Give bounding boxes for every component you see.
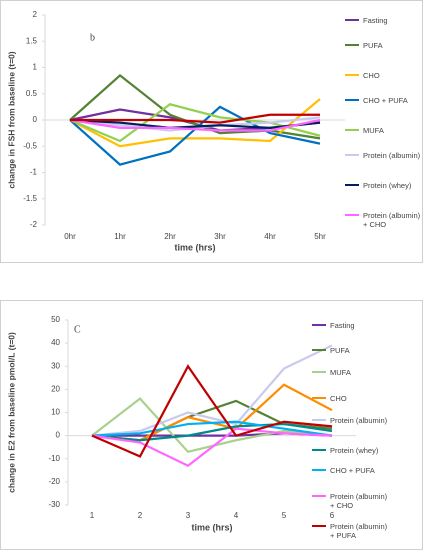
legend-label: CHO bbox=[363, 70, 380, 80]
legend-swatch bbox=[312, 495, 326, 497]
series-line bbox=[69, 103, 321, 143]
y-tick-label: -2 bbox=[30, 220, 38, 229]
series-line bbox=[69, 118, 321, 129]
legend-label: Fasting bbox=[363, 15, 388, 25]
legend-swatch bbox=[312, 397, 326, 399]
legend-swatch bbox=[312, 525, 326, 527]
y-tick-label: 10 bbox=[51, 408, 60, 417]
series-line bbox=[70, 113, 320, 124]
series-line bbox=[91, 427, 333, 467]
y-axis-title: change in E2 from baseline pmol/L (t=0) bbox=[6, 332, 16, 493]
legend-swatch bbox=[345, 99, 359, 101]
x-tick-label: 3hr bbox=[214, 232, 226, 241]
x-tick-label: 5hr bbox=[314, 232, 326, 241]
x-tick-label: 3 bbox=[186, 511, 191, 520]
y-tick-label: -1 bbox=[30, 168, 38, 177]
legend-swatch bbox=[345, 214, 359, 216]
y-tick-label: -20 bbox=[48, 477, 60, 486]
legend-swatch bbox=[312, 349, 326, 351]
legend-label: Protein (albumin) + CHO bbox=[363, 210, 421, 229]
x-tick-label: 2 bbox=[138, 511, 143, 520]
legend-label: Protein (albumin) + CHO bbox=[330, 491, 388, 510]
x-tick-label: 0hr bbox=[64, 232, 76, 241]
legend-swatch bbox=[312, 371, 326, 373]
y-tick-label: 20 bbox=[51, 384, 60, 393]
y-tick-label: 30 bbox=[51, 361, 60, 370]
annotation: b bbox=[90, 32, 95, 43]
y-tick-label: -0.5 bbox=[23, 141, 37, 150]
legend-swatch bbox=[345, 74, 359, 76]
series-line bbox=[91, 364, 333, 458]
x-tick-label: 6 bbox=[330, 511, 335, 520]
legend-swatch bbox=[312, 419, 326, 421]
x-tick-label: 4 bbox=[234, 511, 239, 520]
legend-swatch bbox=[312, 469, 326, 471]
legend-label: Protein (albumin) bbox=[330, 415, 388, 425]
legend-label: Protein (albumin) bbox=[363, 150, 421, 160]
legend-label: Protein (albumin) + PUFA bbox=[330, 521, 388, 540]
legend-label: MUFA bbox=[363, 125, 384, 135]
y-tick-label: -1.5 bbox=[23, 194, 37, 203]
legend-label: CHO bbox=[330, 393, 347, 403]
series-line bbox=[69, 118, 321, 132]
legend-label: Protein (whey) bbox=[330, 445, 379, 455]
legend-label: CHO + PUFA bbox=[330, 465, 375, 475]
y-tick-label: 1.5 bbox=[26, 36, 38, 45]
series-line bbox=[91, 344, 333, 437]
y-tick-label: 40 bbox=[51, 338, 60, 347]
legend-label: Protein (whey) bbox=[363, 180, 412, 190]
y-axis-title: change in FSH from baseline (t=0) bbox=[6, 51, 16, 188]
series-line bbox=[69, 73, 321, 140]
series-line bbox=[91, 422, 333, 442]
y-tick-label: 0 bbox=[56, 431, 61, 440]
legend-label: PUFA bbox=[330, 345, 350, 355]
x-axis-title: time (hrs) bbox=[191, 522, 232, 532]
chart-frame bbox=[0, 0, 423, 263]
series-line bbox=[69, 116, 321, 132]
x-tick-label: 1 bbox=[90, 511, 95, 520]
legend-swatch bbox=[345, 44, 359, 46]
x-axis-title: time (hrs) bbox=[174, 242, 215, 252]
y-tick-label: -30 bbox=[48, 500, 60, 509]
series-line bbox=[91, 420, 333, 437]
legend-swatch bbox=[345, 19, 359, 21]
y-tick-label: 2 bbox=[33, 10, 38, 19]
legend-swatch bbox=[312, 449, 326, 451]
annotation: C bbox=[74, 324, 81, 335]
legend-swatch bbox=[345, 154, 359, 156]
x-tick-label: 4hr bbox=[264, 232, 276, 241]
legend-label: MUFA bbox=[330, 367, 351, 377]
y-tick-label: -10 bbox=[48, 454, 60, 463]
y-tick-label: 0.5 bbox=[26, 89, 38, 98]
y-tick-label: 50 bbox=[51, 315, 60, 324]
legend-swatch bbox=[345, 129, 359, 131]
y-tick-label: 0 bbox=[33, 115, 38, 124]
legend-label: PUFA bbox=[363, 40, 383, 50]
x-tick-label: 2hr bbox=[164, 232, 176, 241]
chart-frame bbox=[0, 300, 423, 550]
legend-swatch bbox=[345, 184, 359, 186]
y-tick-label: 1 bbox=[33, 63, 38, 72]
legend-label: CHO + PUFA bbox=[363, 95, 408, 105]
legend-label: Fasting bbox=[330, 320, 355, 330]
legend-swatch bbox=[312, 324, 326, 326]
x-tick-label: 1hr bbox=[114, 232, 126, 241]
x-tick-label: 5 bbox=[282, 511, 287, 520]
